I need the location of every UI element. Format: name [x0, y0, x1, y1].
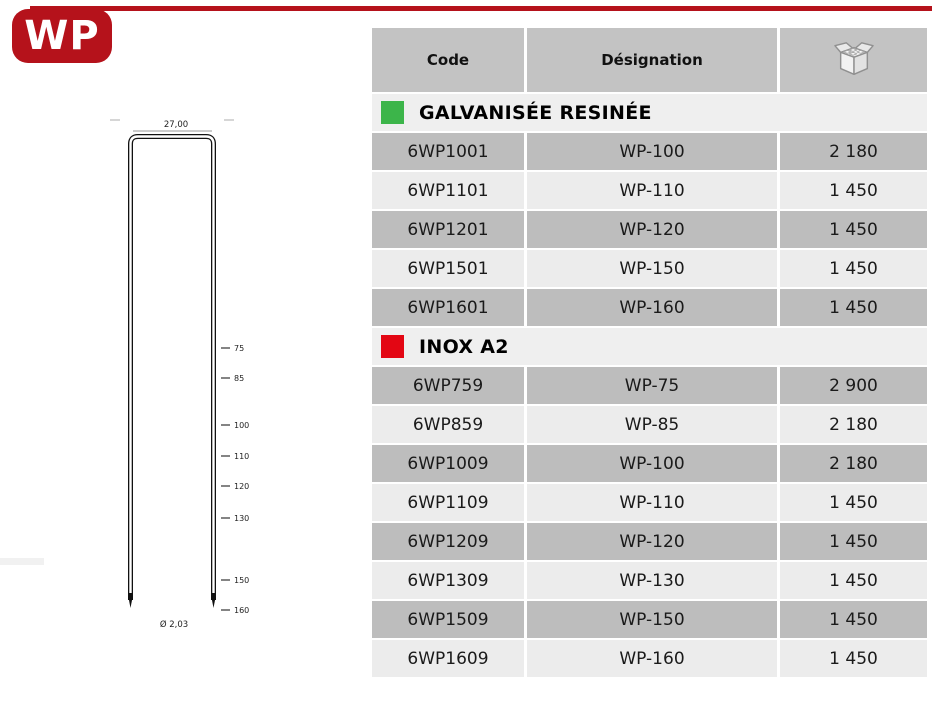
qty-cell: 2 180	[780, 133, 927, 170]
crown-width-label: 27,00	[164, 120, 188, 130]
staple-wire-inner	[129, 135, 215, 593]
code-cell: 6WP1509	[372, 601, 524, 638]
length-tick-marks	[221, 347, 230, 611]
code-cell: 6WP1209	[372, 523, 524, 560]
tick-label-150: 150	[234, 576, 249, 585]
tick-label-110: 110	[234, 452, 249, 461]
green-marker-square	[381, 101, 404, 124]
tick-label-160: 160	[234, 606, 249, 615]
code-cell: 6WP1309	[372, 562, 524, 599]
code-cell: 6WP1609	[372, 640, 524, 677]
code-cell: 6WP1201	[372, 211, 524, 248]
product-logo-label: WP	[24, 13, 100, 59]
code-cell: 6WP1601	[372, 289, 524, 326]
code-cell: 6WP1501	[372, 250, 524, 287]
designation-cell: WP-110	[527, 172, 777, 209]
qty-cell: 1 450	[780, 562, 927, 599]
designation-cell: WP-110	[527, 484, 777, 521]
qty-cell: 1 450	[780, 640, 927, 677]
top-red-rule	[30, 6, 932, 11]
product-logo: WP	[12, 9, 112, 63]
designation-cell: WP-100	[527, 133, 777, 170]
package-box-icon	[833, 42, 874, 75]
code-cell: 6WP1009	[372, 445, 524, 482]
code-cell: 6WP859	[372, 406, 524, 443]
tick-label-100: 100	[234, 421, 249, 430]
designation-cell: WP-160	[527, 640, 777, 677]
tick-label-75: 75	[234, 344, 244, 353]
red-marker-square	[381, 335, 404, 358]
length-tick-labels: 75 85 100 110 120 130 150 160	[234, 344, 249, 615]
page-edge-mark	[0, 558, 44, 565]
qty-cell: 1 450	[780, 523, 927, 560]
section-label: INOX A2	[419, 335, 509, 358]
section-header-inox-a2: INOX A2	[372, 328, 927, 365]
designation-cell: WP-85	[527, 406, 777, 443]
staple-outline	[128, 134, 216, 600]
staple-right-point	[211, 596, 216, 608]
qty-cell: 1 450	[780, 250, 927, 287]
code-cell: 6WP1109	[372, 484, 524, 521]
wire-diameter-label: Ø 2,03	[160, 619, 188, 630]
staple-left-point	[128, 596, 133, 608]
designation-cell: WP-100	[527, 445, 777, 482]
tick-label-85: 85	[234, 374, 244, 383]
designation-cell: WP-120	[527, 523, 777, 560]
code-cell: 6WP1001	[372, 133, 524, 170]
qty-cell: 2 900	[780, 367, 927, 404]
column-header-qty	[780, 28, 927, 92]
designation-cell: WP-150	[527, 250, 777, 287]
column-header-designation: Désignation	[527, 28, 777, 92]
designation-cell: WP-130	[527, 562, 777, 599]
designation-cell: WP-120	[527, 211, 777, 248]
qty-cell: 1 450	[780, 601, 927, 638]
column-header-code: Code	[372, 28, 524, 92]
designation-cell: WP-75	[527, 367, 777, 404]
designation-cell: WP-150	[527, 601, 777, 638]
qty-cell: 1 450	[780, 211, 927, 248]
staple-diagram: 27,00 75 85 100 110 120 130 150 16	[110, 119, 249, 630]
section-label: GALVANISÉE RESINÉE	[419, 101, 652, 124]
qty-cell: 1 450	[780, 172, 927, 209]
code-cell: 6WP1101	[372, 172, 524, 209]
section-header-galvanisee: GALVANISÉE RESINÉE	[372, 94, 927, 131]
tick-label-120: 120	[234, 482, 249, 491]
tick-label-130: 130	[234, 514, 249, 523]
qty-cell: 2 180	[780, 445, 927, 482]
designation-cell: WP-160	[527, 289, 777, 326]
code-cell: 6WP759	[372, 367, 524, 404]
qty-cell: 2 180	[780, 406, 927, 443]
qty-cell: 1 450	[780, 289, 927, 326]
qty-cell: 1 450	[780, 484, 927, 521]
product-table: Code Désignation	[372, 28, 927, 677]
